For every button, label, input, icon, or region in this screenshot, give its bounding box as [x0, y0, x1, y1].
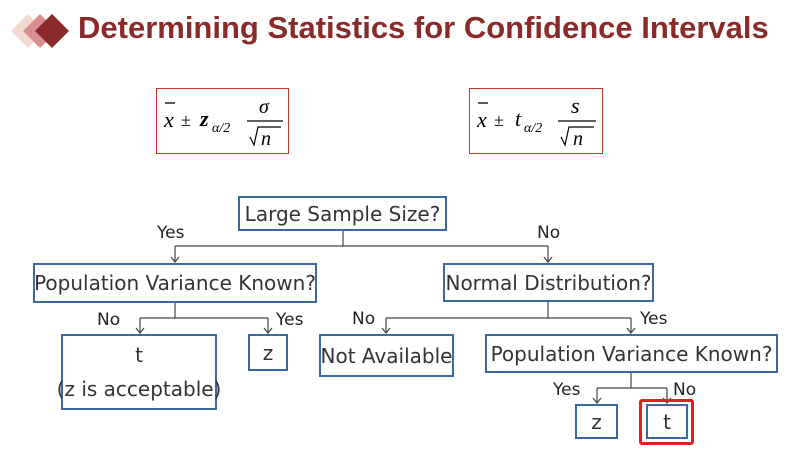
node-result-z-2: z	[575, 404, 618, 439]
node-large-sample: Large Sample Size?	[238, 196, 447, 231]
formula-t-num: s	[571, 93, 580, 118]
formula-t-den: n	[573, 128, 583, 150]
formula-z-sub: α/2	[212, 121, 230, 136]
edge-label-yes-4: Yes	[553, 380, 581, 400]
node-pop-var-known-2: Population Variance Known?	[485, 334, 778, 373]
node-pop-var-known-1-label: Population Variance Known?	[34, 271, 316, 295]
edge-label-no-1: No	[537, 223, 561, 243]
node-result-t-2-label: t	[663, 409, 671, 434]
formula-z-xbar: x	[163, 107, 174, 132]
formula-t-xbar: x	[476, 107, 487, 132]
edge-label-yes-2: Yes	[276, 310, 304, 330]
edge-label-no-4: No	[673, 380, 697, 400]
edge-label-no-2: No	[97, 310, 121, 330]
node-not-available: Not Available	[319, 334, 454, 377]
node-result-t-1-note: (z is acceptable)	[56, 377, 222, 401]
formula-t-pm: ±	[494, 110, 504, 130]
node-result-z-2-label: z	[591, 409, 602, 434]
formula-t-box: x ± t α/2 s n	[469, 88, 603, 154]
node-not-available-label: Not Available	[320, 343, 453, 368]
node-result-t-1-label: t	[135, 343, 143, 367]
formula-z-stat: z	[199, 106, 209, 131]
node-result-t-2: t	[646, 404, 688, 439]
node-result-t-1: t (z is acceptable)	[57, 334, 221, 410]
node-large-sample-label: Large Sample Size?	[244, 201, 441, 226]
node-normal-dist-label: Normal Distribution?	[445, 270, 652, 295]
formula-z-pm: ±	[181, 110, 191, 130]
formula-z-den: n	[261, 128, 271, 150]
formula-t-sub: α/2	[524, 121, 542, 136]
formula-z-box: x ± z α/2 σ n	[156, 88, 289, 154]
node-pop-var-known-1: Population Variance Known?	[33, 263, 317, 303]
node-result-z-1-label: z	[262, 340, 274, 365]
highlight-frame	[639, 399, 694, 445]
formula-t-stat: t	[515, 106, 522, 131]
node-pop-var-known-2-label: Population Variance Known?	[490, 341, 773, 366]
node-normal-dist: Normal Distribution?	[443, 263, 654, 302]
edge-label-yes-1: Yes	[157, 223, 185, 243]
page-title: Determining Statistics for Confidence In…	[78, 10, 769, 45]
formula-z-num: σ	[259, 96, 270, 118]
node-result-z-1: z	[248, 334, 288, 371]
edge-label-yes-3: Yes	[640, 309, 668, 329]
diamond-logo-icon	[11, 14, 69, 48]
edge-label-no-3: No	[352, 309, 376, 329]
